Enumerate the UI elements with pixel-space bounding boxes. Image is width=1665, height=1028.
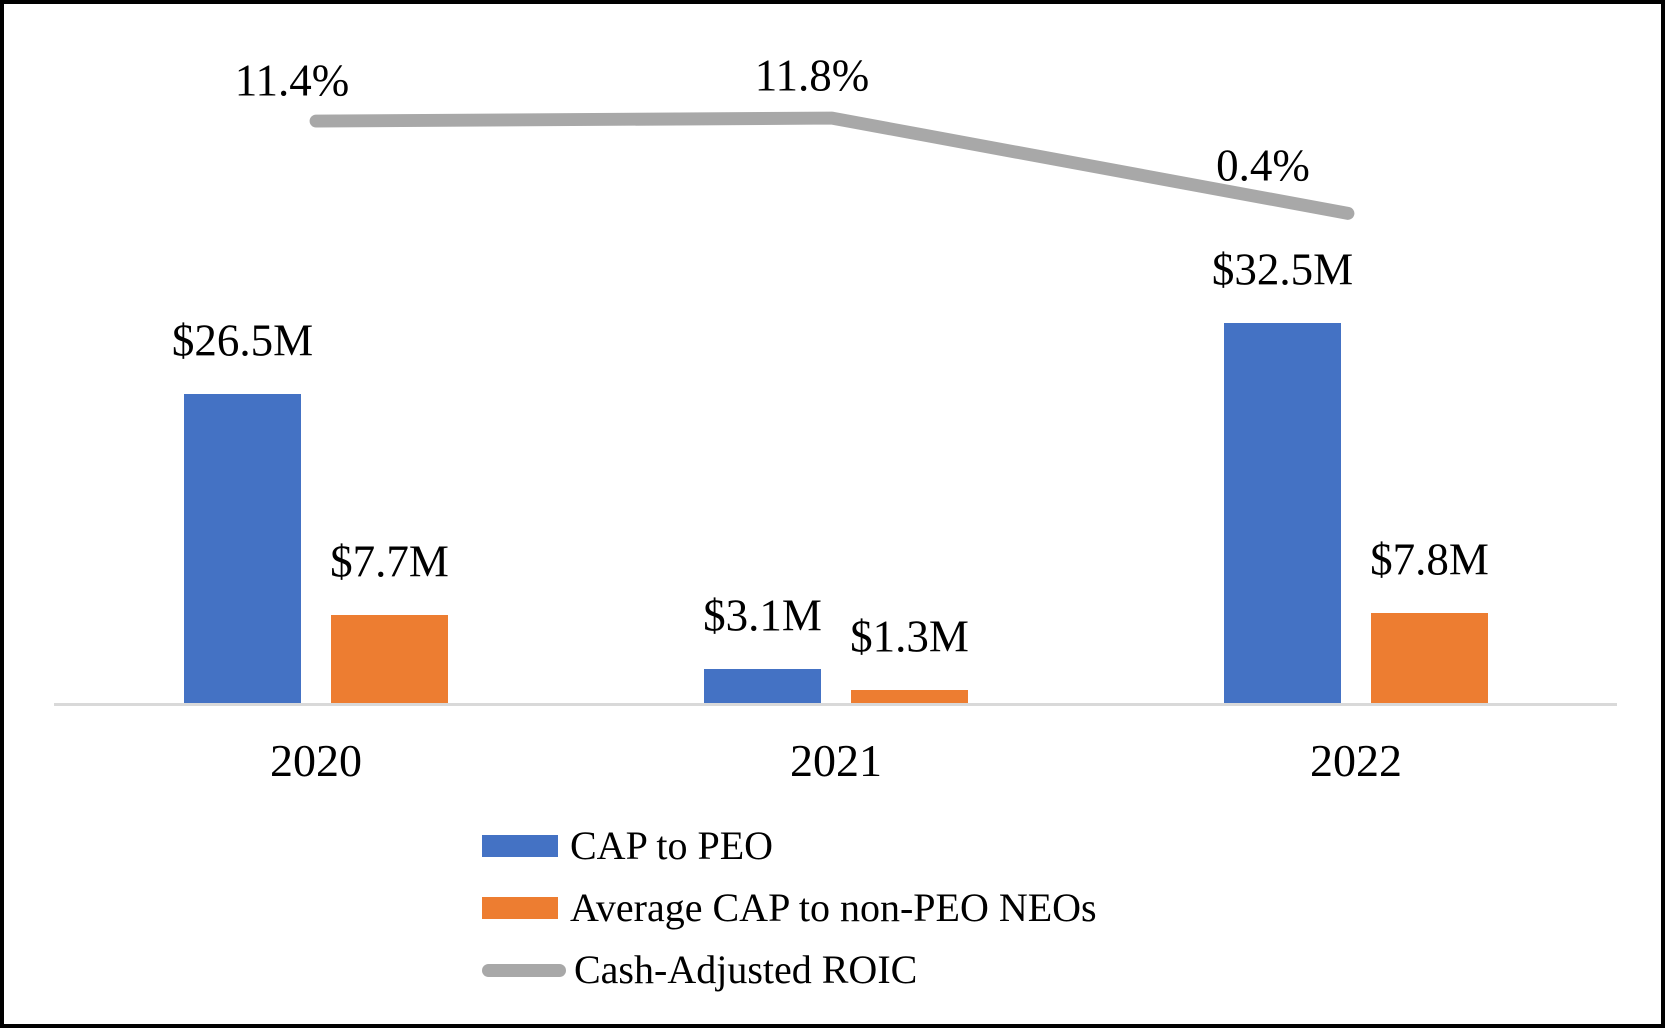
bar-value-label-cap-to-peo-2021: $3.1M [703, 590, 822, 641]
data-labels-layer: $26.5M $3.1M $32.5M $7.7M $1.3M $7.8M 11.4% 11.… [4, 4, 1661, 1024]
legend-swatch-cash-adjusted-roic [482, 963, 566, 977]
legend-item-cash-adjusted-roic: Cash-Adjusted ROIC [482, 946, 1097, 994]
bar-value-label-cap-to-peo-2020: $26.5M [171, 315, 314, 366]
legend-label-avg-cap-to-non-peo-neos: Average CAP to non-PEO NEOs [570, 885, 1097, 930]
bar-cap-to-peo-2021 [704, 669, 821, 705]
legend-item-avg-cap-to-non-peo-neos: Average CAP to non-PEO NEOs [482, 884, 1097, 932]
x-axis-label-2020: 2020 [270, 735, 362, 786]
bars-layer [4, 4, 1661, 1024]
legend-label-cash-adjusted-roic: Cash-Adjusted ROIC [574, 947, 918, 992]
x-axis-label-2022: 2022 [1310, 735, 1402, 786]
bar-value-label-avg-cap-to-non-peo-neos-2021: $1.3M [850, 611, 969, 662]
legend-item-cap-to-peo: CAP to PEO [482, 822, 1097, 870]
bar-value-label-avg-cap-to-non-peo-neos-2020: $7.7M [330, 536, 449, 587]
bar-cap-to-peo-2022 [1224, 323, 1341, 705]
bar-avg-cap-to-non-peo-neos-2020 [331, 615, 448, 705]
line-point-label-cash-adjusted-roic-2021: 11.8% [754, 50, 870, 101]
line-point-label-cash-adjusted-roic-2020: 11.4% [234, 55, 350, 106]
bar-value-label-avg-cap-to-non-peo-neos-2022: $7.8M [1370, 534, 1489, 585]
x-axis-labels: 2020 2021 2022 [4, 4, 1661, 1024]
bar-avg-cap-to-non-peo-neos-2022 [1371, 613, 1488, 705]
bar-cap-to-peo-2020 [184, 394, 301, 705]
legend-swatch-avg-cap-to-non-peo-neos [482, 897, 558, 919]
bar-value-label-cap-to-peo-2022: $32.5M [1211, 244, 1354, 295]
bar-avg-cap-to-non-peo-neos-2021 [851, 690, 968, 705]
x-axis-label-2021: 2021 [790, 735, 882, 786]
legend-swatch-cap-to-peo [482, 835, 558, 857]
x-axis-line [54, 703, 1617, 706]
line-point-label-cash-adjusted-roic-2022: 0.4% [1216, 140, 1310, 191]
legend: CAP to PEO Average CAP to non-PEO NEOs Cas… [482, 822, 1097, 1008]
legend-label-cap-to-peo: CAP to PEO [570, 823, 774, 868]
